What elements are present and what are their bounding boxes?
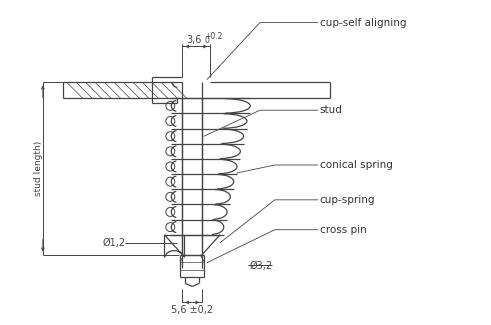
Text: Ø3,2: Ø3,2: [250, 261, 273, 270]
Text: stud: stud: [320, 105, 343, 115]
Text: cup-self aligning: cup-self aligning: [320, 18, 406, 28]
Text: stud length): stud length): [34, 141, 43, 196]
Text: 0: 0: [204, 35, 209, 45]
Text: cross pin: cross pin: [320, 225, 366, 235]
Text: +0.2: +0.2: [204, 32, 222, 41]
Text: conical spring: conical spring: [320, 160, 393, 170]
Text: cup-spring: cup-spring: [320, 195, 375, 205]
Text: Ø1,2: Ø1,2: [103, 238, 126, 248]
Text: 5,6 ±0,2: 5,6 ±0,2: [171, 306, 213, 315]
Text: 3,6: 3,6: [187, 34, 202, 45]
